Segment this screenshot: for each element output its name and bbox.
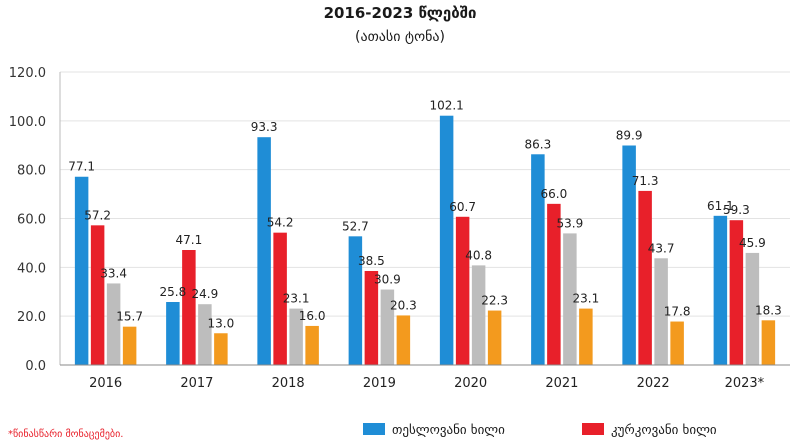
- data-label: 43.7: [648, 241, 675, 255]
- bar-series-3-2018: [289, 308, 303, 365]
- bar-series-1-2021: [531, 154, 545, 365]
- y-tick-label: 120.0: [9, 66, 46, 81]
- data-label: 60.7: [449, 200, 476, 214]
- data-label: 15.7: [116, 310, 143, 324]
- x-tick-label: 2023*: [725, 376, 765, 391]
- data-label: 93.3: [251, 120, 278, 134]
- bar-series-3-2016: [106, 283, 121, 365]
- chart-subtitle: (ათასი ტონა): [355, 29, 445, 45]
- data-label: 61.1: [707, 199, 734, 213]
- data-label: 13.0: [208, 316, 235, 330]
- data-label: 30.9: [374, 273, 401, 287]
- data-label: 16.0: [299, 309, 326, 323]
- bar-series-2-2021: [547, 203, 561, 365]
- bar-series-1-2019: [348, 236, 363, 365]
- data-label: 86.3: [525, 137, 552, 151]
- bar-series-4-2020: [487, 310, 502, 365]
- bar-series-2-2022: [638, 190, 652, 365]
- data-label: 102.1: [429, 99, 463, 113]
- bar-series-3-2023*: [745, 252, 760, 365]
- legend-label-series-1: თესლოვანი ხილი: [392, 423, 505, 438]
- bar-series-1-2017: [166, 302, 180, 365]
- legend-label-series-2: კურკოვანი ხილი: [611, 423, 717, 438]
- data-label: 24.9: [192, 287, 219, 301]
- data-label: 47.1: [176, 233, 203, 247]
- bar-series-4-2017: [214, 333, 228, 365]
- data-label: 66.0: [541, 187, 568, 201]
- data-label: 25.8: [160, 285, 187, 299]
- bar-series-4-2018: [305, 325, 319, 365]
- data-label: 54.2: [267, 216, 294, 230]
- data-label: 71.3: [632, 174, 659, 188]
- data-label: 53.9: [557, 216, 584, 230]
- bar-series-2-2023*: [729, 220, 744, 365]
- data-label: 23.1: [573, 292, 600, 306]
- data-label: 59.3: [723, 203, 750, 217]
- bar-series-4-2019: [396, 315, 411, 365]
- data-label: 33.4: [100, 266, 127, 280]
- data-label: 45.9: [739, 236, 766, 250]
- footnote: *წინასწარი მონაცემები.: [8, 428, 123, 440]
- bar-series-1-2022: [622, 145, 636, 365]
- x-axis: 2016 2017 2018 2019 2020 2021 2022 2023*: [60, 364, 790, 391]
- x-tick-label: 2020: [454, 376, 487, 391]
- chart-title: 2016-2023 წლებში: [324, 4, 477, 22]
- x-tick-label: 2022: [637, 376, 670, 391]
- data-label: 17.8: [664, 305, 691, 319]
- bar-series-2-2018: [273, 232, 287, 365]
- y-tick-label: 60.0: [17, 213, 46, 228]
- bar-series-3-2017: [198, 304, 212, 365]
- data-label: 18.3: [755, 303, 782, 317]
- y-tick-label: 20.0: [17, 310, 46, 325]
- y-tick-label: 100.0: [9, 115, 46, 130]
- bar-series-3-2020: [471, 265, 486, 365]
- y-axis: 0.0 20.0 40.0 60.0 80.0 100.0 120.0: [9, 66, 61, 374]
- x-tick-label: 2017: [180, 376, 213, 391]
- data-label: 89.9: [616, 128, 643, 142]
- data-label: 77.1: [68, 160, 95, 174]
- bars: [74, 115, 776, 365]
- data-label: 23.1: [283, 292, 310, 306]
- x-tick-label: 2021: [545, 376, 578, 391]
- bar-series-3-2019: [380, 289, 395, 365]
- bar-series-4-2021: [579, 308, 593, 365]
- data-label: 40.8: [465, 248, 492, 262]
- data-label: 38.5: [358, 254, 385, 268]
- y-tick-label: 80.0: [17, 164, 46, 179]
- data-label: 20.3: [390, 298, 417, 312]
- legend: თესლოვანი ხილი კურკოვანი ხილი: [363, 423, 717, 438]
- bar-series-1-2023*: [713, 215, 728, 365]
- bar-series-1-2020: [439, 115, 454, 365]
- bar-series-2-2020: [455, 216, 470, 365]
- x-tick-label: 2016: [89, 376, 122, 391]
- bar-series-3-2021: [563, 233, 577, 365]
- bar-series-4-2016: [122, 326, 137, 365]
- y-tick-label: 40.0: [17, 261, 46, 276]
- legend-swatch-series-1: [363, 423, 385, 435]
- x-tick-label: 2019: [363, 376, 396, 391]
- data-labels: 77.1 57.2 33.4 15.7 25.8 47.1 24.9 13.0 93.3 54.2…: [68, 99, 781, 331]
- bar-series-2-2019: [364, 270, 379, 365]
- bar-series-1-2016: [74, 176, 89, 365]
- bar-series-3-2022: [654, 258, 668, 365]
- bar-series-2-2017: [182, 249, 196, 365]
- y-tick-label: 0.0: [25, 359, 46, 374]
- data-label: 22.3: [481, 294, 508, 308]
- bar-series-2-2016: [90, 225, 105, 365]
- data-label: 57.2: [84, 208, 111, 222]
- gridlines: [60, 71, 790, 317]
- bar-series-1-2018: [257, 137, 271, 365]
- bar-series-4-2022: [670, 321, 684, 365]
- x-tick-label: 2018: [272, 376, 305, 391]
- data-label: 52.7: [342, 219, 369, 233]
- bar-series-4-2023*: [761, 320, 776, 365]
- legend-swatch-series-2: [582, 423, 604, 435]
